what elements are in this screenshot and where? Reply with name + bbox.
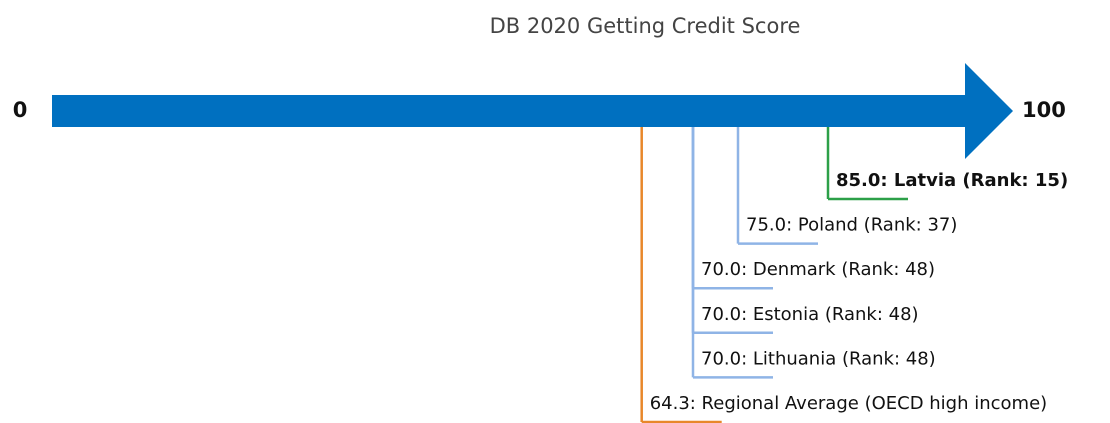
marker-label: 75.0: Poland (Rank: 37) bbox=[746, 215, 957, 236]
scale-arrow bbox=[52, 63, 1013, 159]
x-tick-label: 0 bbox=[13, 98, 28, 122]
marker-label: 70.0: Denmark (Rank: 48) bbox=[701, 259, 935, 280]
marker-label: 70.0: Lithuania (Rank: 48) bbox=[701, 348, 936, 369]
marker-label: 85.0: Latvia (Rank: 15) bbox=[836, 170, 1068, 191]
x-tick-label: 100 bbox=[1022, 98, 1066, 122]
marker-label: 64.3: Regional Average (OECD high income… bbox=[650, 393, 1048, 414]
marker-label: 70.0: Estonia (Rank: 48) bbox=[701, 304, 919, 325]
chart-title: DB 2020 Getting Credit Score bbox=[490, 14, 801, 38]
